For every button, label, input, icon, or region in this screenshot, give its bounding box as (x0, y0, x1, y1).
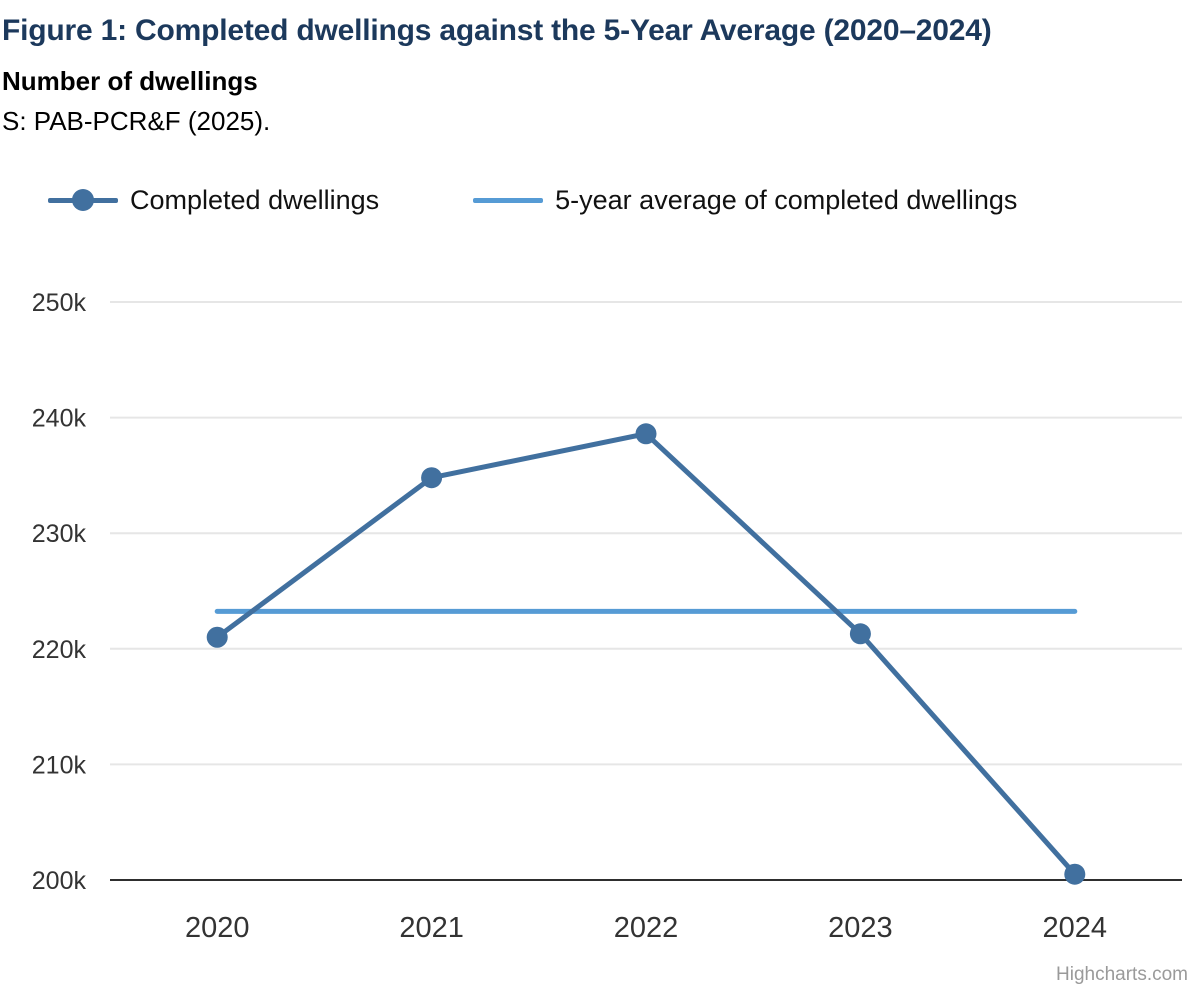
legend-label: Completed dwellings (130, 184, 380, 215)
series-line (214, 431, 1078, 877)
data-point-marker[interactable] (1064, 863, 1086, 885)
y-tick-label: 200k (32, 867, 87, 895)
y-tick-label: 250k (32, 289, 87, 317)
y-tick-label: 220k (32, 636, 87, 664)
x-tick-label: 2023 (828, 912, 893, 944)
x-tick-label: 2024 (1043, 912, 1108, 944)
chart-title: Figure 1: Completed dwellings against th… (2, 14, 992, 47)
chart-subtitle: Number of dwellings (2, 66, 258, 96)
line-icon (473, 197, 544, 203)
data-point-marker[interactable] (635, 423, 657, 445)
legend-label: 5-year average of completed dwellings (555, 184, 1018, 215)
data-point-marker[interactable] (849, 623, 871, 645)
data-point-marker[interactable] (421, 467, 443, 489)
source-note: S: PAB-PCR&F (2025). (2, 106, 271, 136)
x-tick-label: 2021 (399, 912, 464, 944)
circle-marker-icon (72, 189, 94, 211)
data-point-marker[interactable] (206, 626, 228, 648)
legend-item-completed-dwellings[interactable]: Completed dwellings (48, 185, 379, 216)
highcharts-credit[interactable]: Highcharts.com (1056, 964, 1188, 985)
y-tick-label: 240k (32, 405, 87, 433)
x-tick-label: 2022 (614, 912, 679, 944)
y-tick-label: 210k (32, 751, 87, 779)
legend: Completed dwellings 5-year average of co… (48, 184, 1017, 216)
x-tick-label: 2020 (185, 912, 250, 944)
line-with-marker-icon (48, 189, 118, 211)
y-tick-label: 230k (32, 520, 87, 548)
legend-item-5-year-average[interactable]: 5-year average of completed dwellings (473, 185, 1017, 216)
